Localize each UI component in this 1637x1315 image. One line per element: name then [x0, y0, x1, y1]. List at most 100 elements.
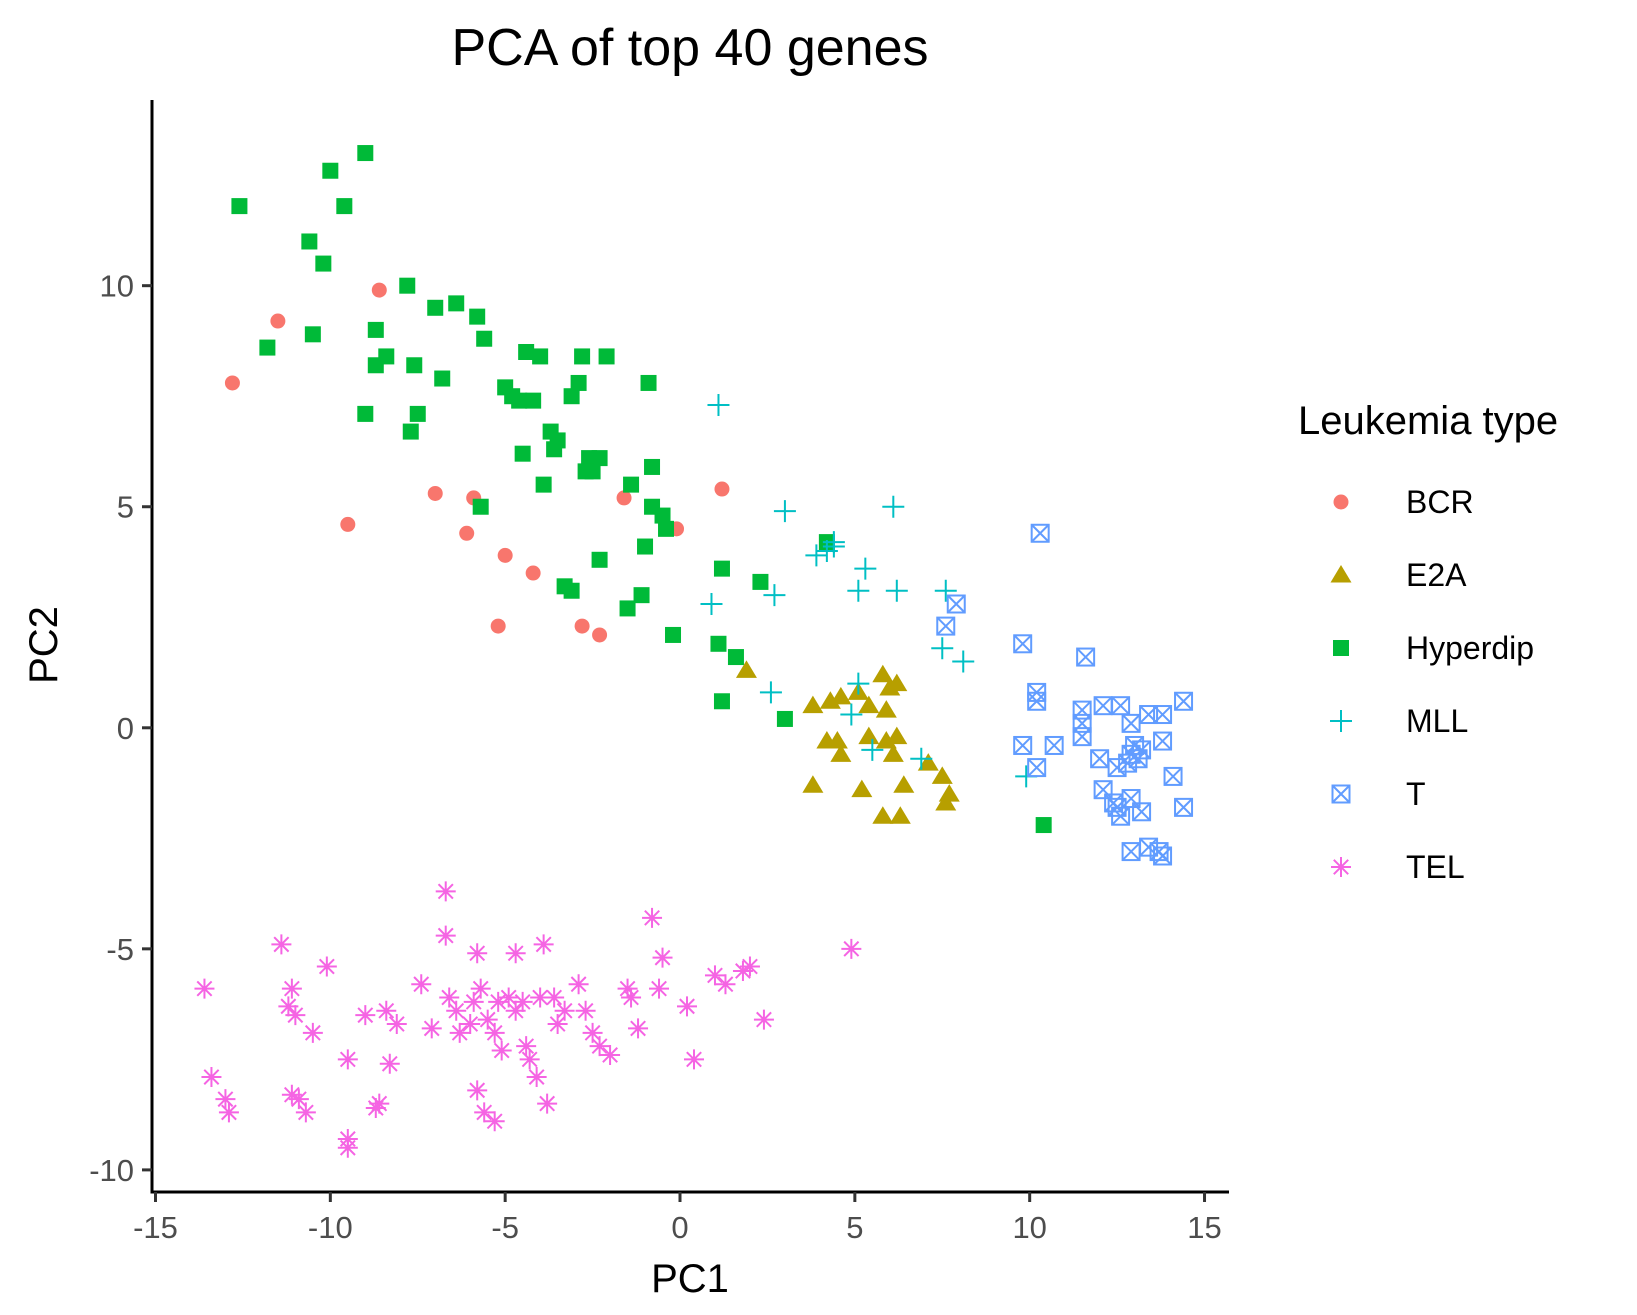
data-point	[683, 1049, 704, 1070]
series-tel	[194, 881, 862, 1158]
plot-area: -15 -10 -5 0 5 10 15 -10 -5 0 5 10	[89, 100, 1229, 1245]
data-point	[752, 573, 769, 590]
data-point	[386, 1014, 407, 1034]
x-tick-label: 5	[846, 1210, 863, 1245]
data-point	[710, 635, 727, 652]
data-point	[872, 806, 894, 824]
data-point	[805, 544, 828, 567]
data-point	[563, 388, 580, 405]
data-point	[518, 344, 535, 360]
data-point	[399, 277, 416, 294]
data-point	[591, 450, 608, 467]
data-point	[886, 673, 908, 692]
data-point	[847, 672, 870, 695]
data-point	[544, 987, 565, 1008]
data-point	[858, 726, 880, 745]
data-point	[411, 974, 432, 995]
data-point	[633, 587, 650, 604]
data-point	[547, 1014, 568, 1034]
data-point	[505, 943, 526, 964]
data-point	[917, 753, 939, 771]
legend-item-tel: TEL	[1331, 849, 1465, 885]
data-point	[707, 394, 730, 417]
y-tick-label: -5	[106, 932, 134, 967]
data-point	[201, 1067, 222, 1088]
data-point	[402, 423, 419, 440]
data-point	[369, 1093, 390, 1114]
data-point	[516, 1036, 537, 1057]
data-point	[336, 198, 353, 215]
data-point	[658, 520, 675, 537]
data-point	[532, 348, 549, 365]
y-tick-label: 10	[100, 269, 134, 304]
data-point	[512, 991, 533, 1012]
data-point	[530, 987, 551, 1008]
data-point	[1163, 766, 1183, 786]
data-point	[231, 198, 248, 215]
data-point	[589, 1036, 610, 1057]
data-point	[435, 925, 456, 946]
data-point	[484, 1022, 505, 1043]
data-point	[459, 525, 475, 541]
x-axis-ticks: -15 -10 -5 0 5 10 15	[133, 1192, 1222, 1245]
data-point	[1111, 806, 1131, 826]
data-point	[763, 584, 786, 607]
data-point	[406, 357, 423, 374]
data-point	[1121, 842, 1141, 862]
data-point	[642, 907, 663, 928]
data-point	[285, 1005, 306, 1026]
data-point	[270, 313, 286, 329]
data-point	[574, 618, 590, 634]
data-point	[840, 703, 863, 726]
data-point	[621, 987, 642, 1008]
data-point	[526, 1067, 547, 1088]
legend-label: Hyperdip	[1406, 630, 1534, 666]
data-point	[802, 775, 824, 793]
legend-item-t: T	[1331, 776, 1426, 812]
legend-items: BCR E2A Hyperdip MLL T TEL	[1330, 484, 1534, 885]
data-point	[271, 934, 292, 955]
data-point	[537, 1093, 558, 1114]
data-point	[936, 616, 956, 636]
data-point	[371, 282, 387, 298]
data-point	[484, 1111, 505, 1132]
data-point	[1030, 523, 1050, 543]
data-point	[467, 943, 488, 964]
chart-title: PCA of top 40 genes	[451, 19, 928, 77]
data-point	[554, 1000, 575, 1021]
data-point	[488, 991, 509, 1012]
x-tick-label: 10	[1012, 1210, 1046, 1245]
data-point	[533, 934, 554, 955]
data-point	[652, 947, 673, 968]
data-point	[295, 1102, 316, 1123]
legend-title: Leukemia type	[1298, 399, 1558, 443]
data-point	[819, 691, 841, 709]
data-point	[952, 650, 975, 673]
data-point	[1076, 647, 1096, 667]
legend-key	[1333, 640, 1349, 656]
data-point	[315, 255, 332, 272]
data-point	[1153, 846, 1173, 866]
data-point	[822, 535, 845, 558]
data-point	[1072, 727, 1092, 747]
data-point	[1118, 753, 1138, 773]
data-point	[704, 965, 725, 986]
legend-key	[1331, 857, 1351, 877]
data-point	[861, 738, 884, 761]
y-tick-label: -10	[89, 1153, 134, 1188]
legend: Leukemia type BCR E2A Hyperdip MLL T TEL	[1298, 399, 1558, 885]
data-point	[281, 1084, 302, 1105]
data-point	[409, 405, 426, 422]
data-point	[376, 1000, 397, 1021]
data-point	[854, 557, 877, 580]
data-point	[421, 1018, 442, 1039]
data-point	[830, 744, 852, 762]
data-point	[732, 960, 753, 981]
data-point	[259, 339, 276, 356]
legend-item-e2a: E2A	[1330, 557, 1467, 593]
y-axis-ticks: -10 -5 0 5 10	[89, 269, 152, 1188]
data-point	[893, 775, 915, 793]
data-point	[575, 1000, 596, 1021]
data-point	[367, 357, 384, 374]
